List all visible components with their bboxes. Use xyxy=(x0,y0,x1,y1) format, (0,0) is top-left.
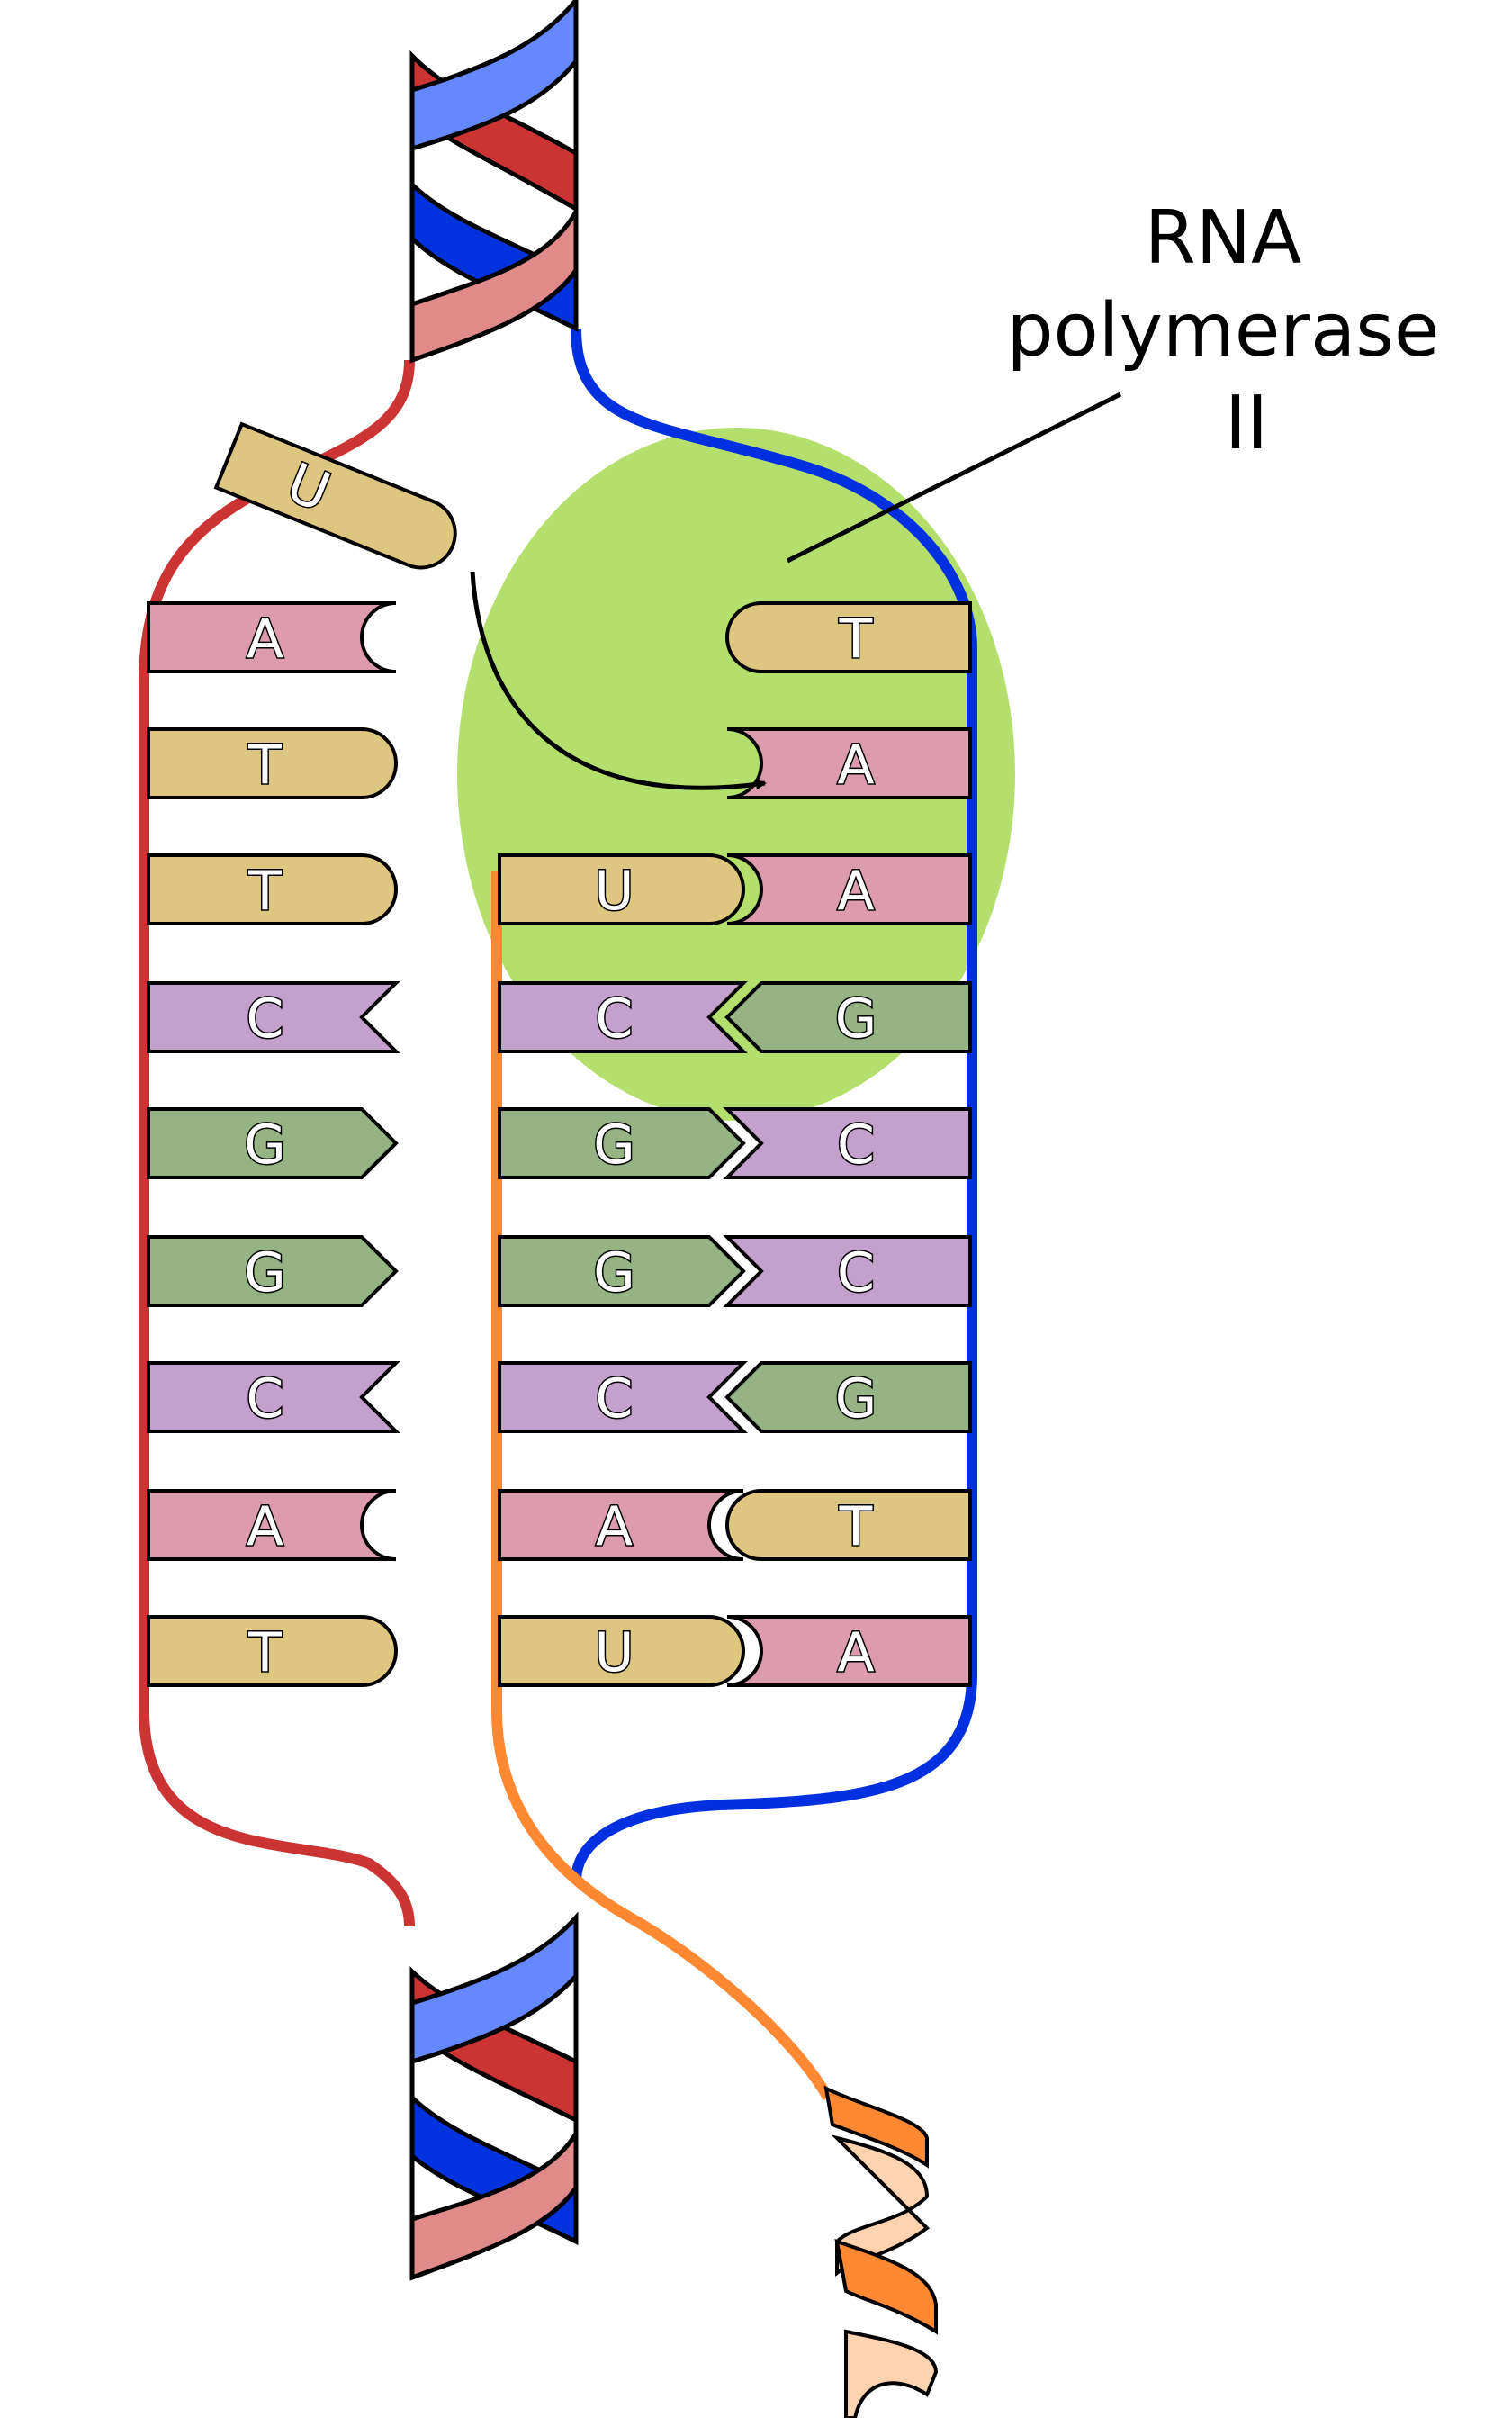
rna-base-2-shape xyxy=(498,981,748,1053)
rna-base-3-shape xyxy=(498,1107,746,1179)
coding-base-3-letter: T xyxy=(248,860,282,923)
rna-base-6: A xyxy=(498,1489,744,1561)
rna-helix-tail xyxy=(824,2085,939,2418)
rna-base-6-shape xyxy=(498,1489,744,1561)
template-base-5-shape xyxy=(723,1107,972,1179)
coding-base-8-shape xyxy=(147,1489,397,1561)
template-base-4-letter: G xyxy=(835,988,878,1051)
rna-base-3-letter: G xyxy=(593,1114,635,1177)
template-base-6-letter: C xyxy=(837,1241,875,1304)
coding-base-7-letter: C xyxy=(247,1367,284,1430)
coding-base-8: A xyxy=(147,1489,397,1561)
incoming-nucleotide: U xyxy=(213,421,457,570)
rna-polymerase-label: RNA polymerase II xyxy=(1006,195,1462,466)
template-base-7: G xyxy=(724,1361,972,1433)
label-line-3: II xyxy=(1225,381,1268,466)
coding-base-4-shape xyxy=(147,981,400,1053)
coding-base-1-letter: A xyxy=(247,608,284,671)
coding-base-9-letter: T xyxy=(248,1621,282,1684)
dna-double-helix-top xyxy=(410,0,579,364)
template-base-8-letter: T xyxy=(839,1495,873,1558)
template-base-4: G xyxy=(724,981,972,1053)
template-base-3-shape xyxy=(726,853,972,925)
coding-base-2-letter: T xyxy=(248,734,282,797)
template-base-4-shape xyxy=(724,981,972,1053)
template-base-6-shape xyxy=(723,1235,972,1307)
rna-base-1-shape xyxy=(498,853,745,925)
template-base-9: A xyxy=(726,1615,972,1687)
coding-base-6-shape xyxy=(147,1235,399,1307)
coding-strand xyxy=(139,359,415,1927)
coding-base-2-shape xyxy=(147,727,398,799)
template-base-7-letter: G xyxy=(835,1367,878,1430)
template-base-2-shape xyxy=(726,727,972,799)
incoming-nucleotide-shape xyxy=(213,421,457,570)
dna-double-helix-bottom xyxy=(410,1911,579,2281)
rna-base-7: U xyxy=(498,1615,745,1687)
label-line-2: polymerase xyxy=(1006,288,1439,374)
coding-base-9-shape xyxy=(147,1615,398,1687)
coding-base-3: T xyxy=(147,853,398,925)
template-base-5: C xyxy=(723,1107,972,1179)
coding-base-1-shape xyxy=(147,601,397,673)
coding-base-7: C xyxy=(147,1361,400,1433)
template-base-3: A xyxy=(726,853,972,925)
rna-base-2-letter: C xyxy=(596,988,634,1051)
coding-base-3-shape xyxy=(147,853,398,925)
template-base-2-letter: A xyxy=(837,734,874,797)
template-base-5-letter: C xyxy=(837,1114,875,1177)
rna-base-5-shape xyxy=(498,1361,748,1433)
template-base-1: T xyxy=(725,601,972,673)
coding-base-8-letter: A xyxy=(247,1495,284,1558)
template-base-9-shape xyxy=(726,1615,972,1687)
label-pointer-line xyxy=(786,392,1122,564)
rna-base-7-letter: U xyxy=(595,1621,634,1684)
template-base-3-letter: A xyxy=(837,860,874,923)
template-base-7-shape xyxy=(724,1361,972,1433)
coding-base-5-shape xyxy=(147,1107,399,1179)
coding-base-4-letter: C xyxy=(247,988,284,1051)
rna-base-1-letter: U xyxy=(595,860,634,923)
curved-arrow xyxy=(470,571,767,790)
template-base-6: C xyxy=(723,1235,972,1307)
rna-base-4-shape xyxy=(498,1235,746,1307)
coding-base-7-shape xyxy=(147,1361,400,1433)
template-base-8: T xyxy=(725,1489,972,1561)
coding-base-2: T xyxy=(147,727,398,799)
coding-base-6-letter: G xyxy=(244,1241,286,1304)
rna-base-3: G xyxy=(498,1107,746,1179)
coding-base-9: T xyxy=(147,1615,398,1687)
template-base-1-shape xyxy=(725,601,972,673)
coding-base-5-letter: G xyxy=(244,1114,286,1177)
label-line-1: RNA xyxy=(1145,195,1301,281)
template-base-1-letter: T xyxy=(839,608,873,671)
rna-base-4-letter: G xyxy=(593,1241,635,1304)
rna-base-6-letter: A xyxy=(596,1495,633,1558)
rna-polymerase-blob xyxy=(457,428,1015,1121)
rna-base-5-letter: C xyxy=(596,1367,634,1430)
rna-base-4: G xyxy=(498,1235,746,1307)
coding-base-4: C xyxy=(147,981,400,1053)
coding-base-5: G xyxy=(147,1107,399,1179)
template-base-2: A xyxy=(726,727,972,799)
rna-base-7-shape xyxy=(498,1615,745,1687)
rna-base-1: U xyxy=(498,853,745,925)
template-base-8-shape xyxy=(725,1489,972,1561)
rna-strand xyxy=(491,871,833,2100)
coding-base-6: G xyxy=(147,1235,399,1307)
rna-base-2: C xyxy=(498,981,748,1053)
template-base-9-letter: A xyxy=(837,1621,874,1684)
rna-base-5: C xyxy=(498,1361,748,1433)
coding-base-1: A xyxy=(147,601,397,673)
